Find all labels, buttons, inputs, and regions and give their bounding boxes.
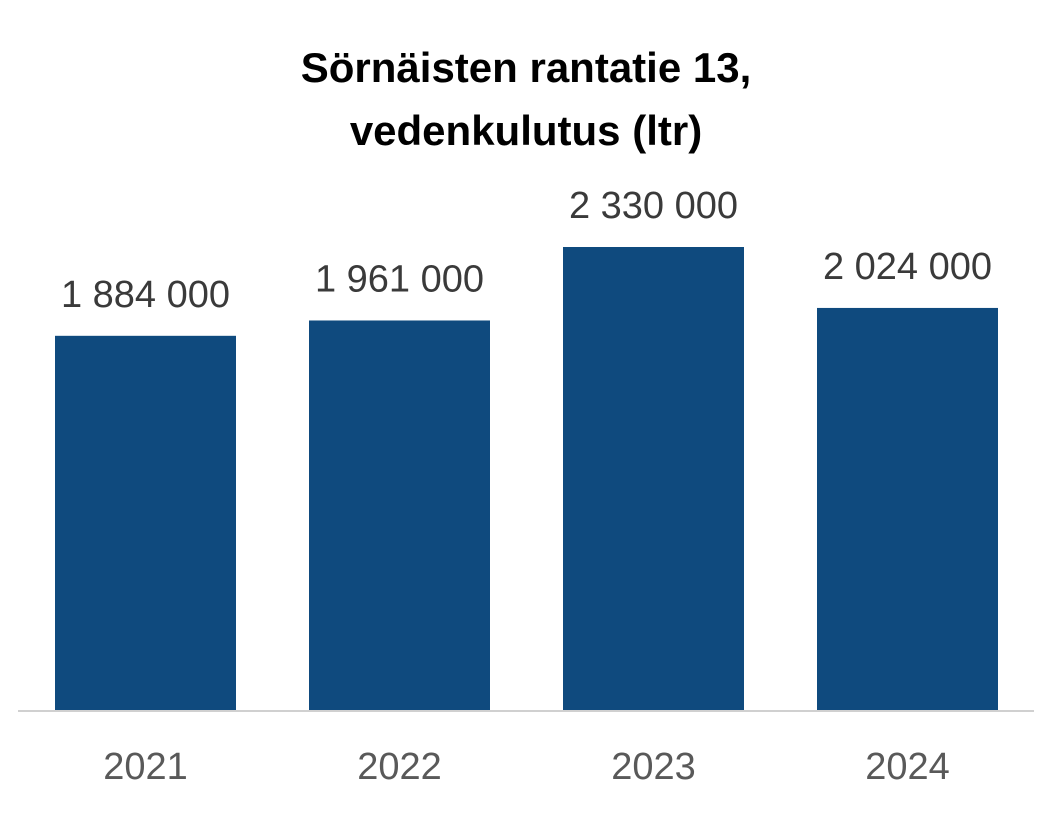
bar-2021	[55, 335, 236, 711]
data-label-2024: 2 024 000	[823, 246, 992, 288]
bar-2023	[563, 247, 744, 711]
x-tick-label-2022: 2022	[357, 746, 442, 788]
data-label-2023: 2 330 000	[569, 185, 738, 227]
bars-group	[55, 247, 998, 711]
x-tick-labels-group: 2021 2022 2023 2024	[103, 746, 950, 788]
chart-title: Sörnäisten rantatie 13, vedenkulutus (lt…	[301, 44, 752, 154]
data-label-2021: 1 884 000	[61, 274, 230, 316]
chart-title-line-1: Sörnäisten rantatie 13,	[301, 44, 752, 91]
x-tick-label-2021: 2021	[103, 746, 188, 788]
chart-title-line-2: vedenkulutus (ltr)	[350, 107, 702, 154]
x-tick-label-2024: 2024	[865, 746, 950, 788]
bar-2024	[817, 307, 998, 711]
data-labels-group: 1 884 000 1 961 000 2 330 000 2 024 000	[61, 185, 992, 316]
bar-2022	[309, 320, 490, 711]
x-tick-label-2023: 2023	[611, 746, 696, 788]
data-label-2022: 1 961 000	[315, 258, 484, 300]
